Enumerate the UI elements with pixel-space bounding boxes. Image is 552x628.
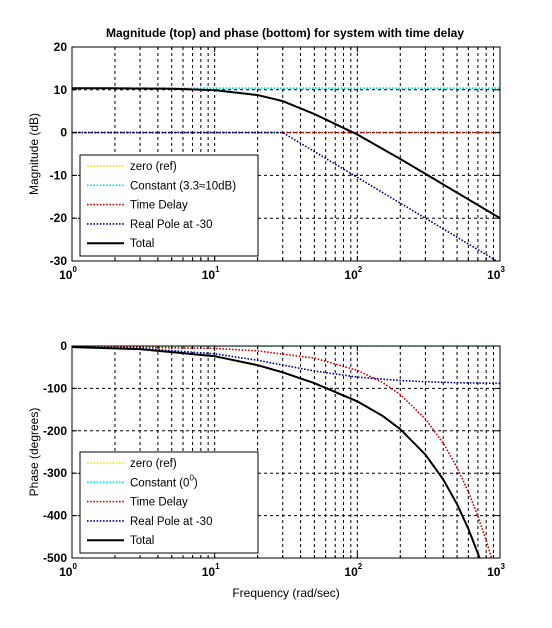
magnitude-legend: zero (ref) Constant (3.3≈10dB) Time Delay R… [79, 154, 259, 257]
chart-element: Total [130, 238, 154, 250]
magnitude-series-line-3 [72, 131, 499, 261]
phase-axes-frame [71, 345, 501, 559]
magnitude-series-group [72, 87, 500, 261]
chart-element: Real Pole at -30 [130, 516, 212, 528]
phase-y-tick-label: -100 [43, 381, 67, 395]
figure-title: Magnitude (top) and phase (bottom) for s… [106, 26, 464, 40]
phase-legend-label-3: Real Pole at -30 [130, 516, 212, 528]
magnitude-x-tick-label: 101 [202, 265, 220, 282]
chart-element: zero (ref) [130, 458, 177, 470]
chart-element: Time Delay [130, 497, 188, 509]
phase-series-group [72, 346, 500, 558]
chart-element: zero (ref) [130, 161, 177, 173]
phase-y-tick-label: -200 [43, 424, 67, 438]
chart-element: 0 [72, 562, 77, 571]
phase-x-tick-label: 101 [202, 562, 220, 579]
magnitude-legend-label-2: Time Delay [130, 200, 188, 212]
phase-ylabel: Phase (degrees) [27, 408, 41, 497]
phase-y-tick-label: 0 [60, 339, 67, 353]
phase-x-tick-label: 103 [487, 562, 505, 579]
phase-legend-label-2: Time Delay [130, 497, 188, 509]
chart-element [79, 154, 259, 257]
phase-series-line-4 [72, 346, 481, 558]
magnitude-series-line-4 [72, 87, 500, 220]
phase-legend-label-4: Total [130, 535, 154, 547]
chart-element: 10 [59, 268, 73, 282]
magnitude-y-tick-label: -30 [50, 254, 68, 268]
chart-element: 10 [59, 565, 73, 579]
phase-xlabel: Frequency (rad/sec) [232, 586, 339, 600]
chart-element: 10 [344, 565, 358, 579]
magnitude-ylabel: Magnitude (dB) [27, 113, 41, 195]
magnitude-legend-label-1: Constant (3.3≈10dB) [130, 180, 236, 192]
magnitude-x-tick-label: 100 [59, 265, 77, 282]
magnitude-x-tick-label: 102 [344, 265, 362, 282]
chart-element: Constant (3.3≈10dB) [130, 180, 236, 192]
magnitude-x-tick-label: 103 [487, 265, 505, 282]
chart-element: 10 [487, 268, 501, 282]
phase-y-tick-label: -300 [43, 466, 67, 480]
magnitude-y-tick-label: -20 [50, 211, 68, 225]
magnitude-y-tick-label: 10 [54, 83, 68, 97]
magnitude-legend-label-4: Total [130, 238, 154, 250]
chart-element: Constant (0 [130, 477, 189, 489]
phase-y-tick-label: -500 [43, 551, 67, 565]
phase-legend-label-1: Constant (00) [130, 473, 198, 489]
chart-element: 2 [358, 562, 363, 571]
phase-series-line-3 [72, 346, 500, 385]
chart-element: Time Delay [130, 200, 188, 212]
magnitude-legend-label-0: zero (ref) [130, 161, 177, 173]
chart-element: 10 [344, 268, 358, 282]
chart-element: 2 [358, 265, 363, 274]
chart-element [79, 451, 259, 554]
phase-x-tick-label: 102 [344, 562, 362, 579]
magnitude-legend-label-3: Real Pole at -30 [130, 219, 212, 231]
chart-element: Real Pole at -30 [130, 219, 212, 231]
chart-element: ) [194, 477, 198, 489]
phase-series-line-2 [72, 346, 493, 558]
phase-legend: zero (ref) Constant (00) Time Delay Real Po… [79, 451, 259, 554]
chart-element: 3 [500, 562, 505, 571]
magnitude-axes-frame [71, 46, 501, 262]
chart-element: 10 [202, 268, 216, 282]
chart-element: 0 [189, 473, 194, 482]
phase-x-tick-label: 100 [59, 562, 77, 579]
chart-element: 1 [215, 265, 220, 274]
chart-element: Total [130, 535, 154, 547]
magnitude-y-tick-label: 0 [60, 126, 67, 140]
phase-legend-label-0: zero (ref) [130, 458, 177, 470]
magnitude-y-tick-label: 20 [54, 40, 68, 54]
magnitude-y-tick-label: -10 [50, 168, 68, 182]
chart-element: 1 [215, 562, 220, 571]
chart-element: 0 [72, 265, 77, 274]
chart-element: 10 [487, 565, 501, 579]
phase-y-tick-label: -400 [43, 509, 67, 523]
chart-element: 10 [202, 565, 216, 579]
chart-element: 3 [500, 265, 505, 274]
